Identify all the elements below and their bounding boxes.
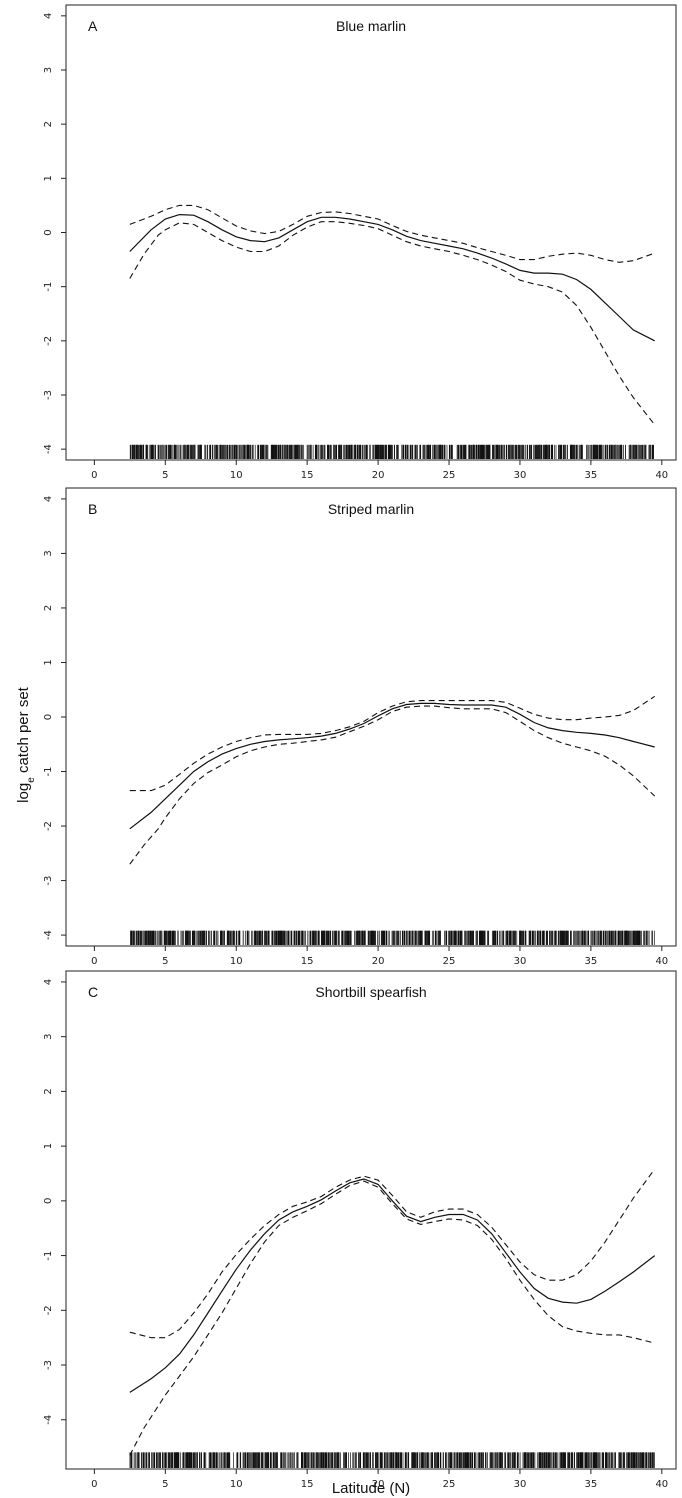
panel-a: 0 5 10 15 20 25 30 35 40 -4 -3 -2 -1 0 1 2 3 4 A Blue marli…: [43, 4, 677, 481]
y-axis-title-rest: catch per set: [15, 686, 32, 777]
x-tick-label: 35: [585, 470, 598, 481]
panel-title: Blue marlin: [336, 18, 406, 34]
fitted-curve: [129, 213, 655, 342]
y-axis-title-subscript: e: [26, 777, 37, 783]
rug-marks: [129, 1452, 655, 1468]
fitted-curve: [129, 1178, 656, 1393]
panel-letter: A: [88, 18, 98, 34]
x-tick-label: 35: [585, 1479, 598, 1490]
x-tick-label: 30: [514, 956, 527, 967]
x-tick-label: 10: [230, 956, 243, 967]
panel-title: Shortbill spearfish: [315, 984, 426, 1000]
x-tick-label: 25: [443, 470, 456, 481]
x-tick-label: 15: [301, 1479, 314, 1490]
x-tick-label: 5: [162, 956, 168, 967]
y-tick-label: 1: [43, 175, 54, 181]
y-tick-label: -3: [43, 390, 54, 400]
x-tick-label: 5: [162, 470, 168, 481]
x-tick-label: 0: [91, 470, 97, 481]
panel-letter: C: [88, 984, 98, 1000]
plot-frame: [65, 4, 677, 461]
x-tick-label: 10: [230, 1479, 243, 1490]
x-tick-label: 40: [655, 470, 668, 481]
x-tick-label: 30: [514, 1479, 527, 1490]
y-tick-label: 0: [43, 229, 54, 235]
y-tick-label: -2: [43, 336, 54, 346]
y-tick-label: 4: [43, 979, 54, 985]
x-tick-label: 20: [372, 1479, 385, 1490]
y-tick-label: 2: [43, 121, 54, 127]
x-tick-label: 25: [443, 956, 456, 967]
y-tick-label: -1: [43, 767, 54, 777]
panel-b: 0 5 10 15 20 25 30 35 40 -4 -3 -2 -1 0 1 2 3 4 B Striped ma…: [43, 487, 677, 967]
y-tick-label: 2: [43, 1088, 54, 1094]
x-tick-label: 40: [655, 956, 668, 967]
y-axis-title: loge catch per set: [15, 686, 37, 802]
x-tick-label: 5: [162, 1479, 168, 1490]
lower-confidence-curve: [129, 221, 656, 426]
y-tick-label: 1: [43, 659, 54, 665]
y-tick-label: 4: [43, 13, 54, 19]
x-tick-label: 20: [372, 956, 385, 967]
x-tick-label: 15: [301, 956, 314, 967]
lower-confidence-curve: [129, 705, 656, 865]
y-tick-label: 3: [43, 1033, 54, 1039]
x-tick-label: 15: [301, 470, 314, 481]
x-tick-label: 30: [514, 470, 527, 481]
y-tick-label: 0: [43, 714, 54, 720]
y-tick-label: 2: [43, 605, 54, 611]
x-axis-title: Latitude (N): [332, 1480, 410, 1497]
upper-confidence-curve: [129, 204, 655, 263]
y-tick-label: -4: [43, 444, 54, 454]
x-tick-label: 0: [91, 956, 97, 967]
fitted-curve: [129, 702, 655, 830]
y-tick-label: 0: [43, 1198, 54, 1204]
y-tick-label: -1: [43, 282, 54, 292]
y-tick-label: 4: [43, 496, 54, 502]
x-tick-label: 35: [585, 956, 598, 967]
y-tick-label: -4: [43, 1415, 54, 1425]
y-tick-label: -2: [43, 1305, 54, 1315]
x-tick-label: 0: [91, 1479, 97, 1490]
y-tick-label: 3: [43, 550, 54, 556]
panel-letter: B: [88, 501, 97, 517]
y-tick-label: -3: [43, 876, 54, 886]
rug-marks: [130, 930, 655, 945]
lower-confidence-curve: [129, 1180, 655, 1456]
y-tick-label: -4: [43, 930, 54, 940]
upper-confidence-curve: [129, 695, 656, 792]
plot-frame: [65, 487, 677, 947]
x-tick-label: 20: [372, 470, 385, 481]
x-tick-label: 40: [655, 1479, 668, 1490]
x-tick-label: 10: [230, 470, 243, 481]
rug-marks: [129, 444, 654, 459]
panel-c: 0 5 10 15 20 25 30 35 40 -4 -3 -2 -1 0 1 2 3 4 C Shortbill …: [43, 970, 677, 1490]
x-tick-label: 25: [443, 1479, 456, 1490]
plot-frame: [65, 970, 677, 1470]
y-axis-title-main: log: [15, 783, 32, 803]
upper-confidence-curve: [129, 1168, 656, 1339]
y-tick-label: 3: [43, 67, 54, 73]
y-tick-label: -3: [43, 1360, 54, 1370]
panel-title: Striped marlin: [328, 501, 414, 517]
y-tick-label: -2: [43, 821, 54, 831]
y-tick-label: -1: [43, 1251, 54, 1261]
y-tick-label: 1: [43, 1143, 54, 1149]
